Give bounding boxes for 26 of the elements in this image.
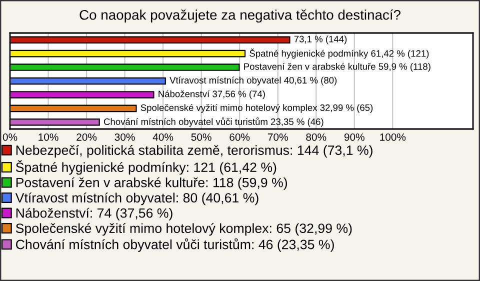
data-label: Společenské vyžití mimo hotelový komplex 32,99 % (65) [140, 104, 373, 113]
data-label: 73,1 % (144) [294, 36, 347, 44]
data-label: Chování místních obyvatel vůči turistům 23,35 % (46) [104, 117, 324, 127]
x-tick-label: 80% [306, 133, 326, 141]
x-tick-label: 0% [2, 133, 18, 141]
legend-label: Postavení žen v arabské kultuře: 118 (59,9 %) [16, 177, 288, 190]
x-tick-label: 70% [268, 133, 288, 141]
x-tick-label: 90% [344, 133, 364, 141]
legend-label: Nebezpečí, politická stabilita země, terorismus: 144 (73,1 %) [16, 145, 372, 158]
legend-label: Chování místních obyvatel vůči turistům: 46 (23,35 %) [16, 238, 334, 252]
x-tick-label: 30% [114, 133, 135, 141]
legend-label: Vtíravost místních obyvatel: 80 (40,61 %) [15, 192, 258, 206]
data-label: Postavení žen v arabské kultuře 59,9 % (118) [244, 62, 430, 72]
x-tick-label: 20% [76, 133, 97, 141]
legend-label: Společenské vyžití mimo hotelový komplex: 65 (32,99 %) [16, 223, 352, 236]
x-tick-label: 50% [191, 133, 212, 141]
x-tick-label: 60% [230, 133, 250, 141]
data-label: Náboženství 37,56 % (74) [158, 90, 265, 100]
x-tick-label: 100% [380, 133, 406, 141]
legend-label: Špatné hygienické podmínky: 121 (61,42 %) [16, 160, 276, 175]
x-tick-label: 40% [152, 133, 174, 141]
data-label: Vtíravost místních obyvatel 40,61 % (80) [170, 76, 337, 86]
legend-label: Náboženství: 74 (37,56 %) [16, 208, 172, 220]
x-tick-label: 10% [38, 133, 58, 141]
chart-title: Co naopak považujete za negativa těchto destinací? [80, 9, 400, 23]
data-label: Špatné hygienické podmínky 61,42 % (121) [250, 48, 429, 59]
